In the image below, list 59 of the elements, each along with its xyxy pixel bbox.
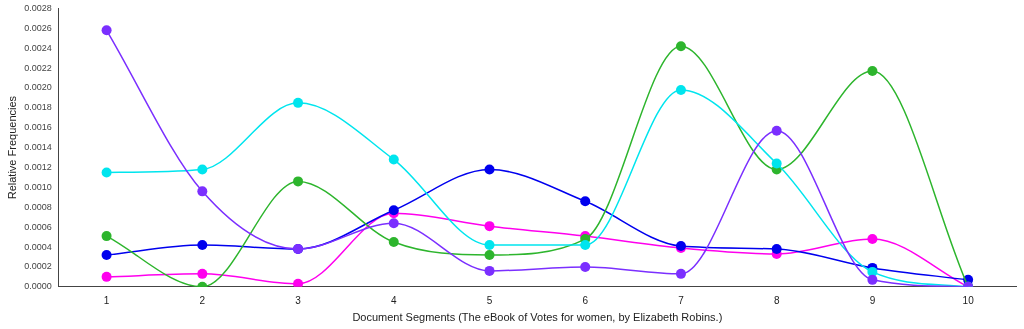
point xyxy=(675,268,686,279)
x-tick-label: 6 xyxy=(582,294,589,306)
point xyxy=(101,25,112,36)
point xyxy=(484,265,495,276)
point xyxy=(101,167,112,178)
x-tick-label: 10 xyxy=(962,294,975,306)
point xyxy=(484,240,495,251)
y-tick-label: 0.0022 xyxy=(24,62,52,73)
point xyxy=(293,176,304,187)
point xyxy=(101,271,112,282)
y-axis-title: Relative Frequencies xyxy=(5,95,18,200)
x-tick-label: 2 xyxy=(199,294,206,306)
point xyxy=(580,240,591,251)
point xyxy=(293,278,304,287)
x-tick-label: 8 xyxy=(773,294,780,306)
point xyxy=(101,249,112,260)
point xyxy=(580,196,591,207)
point xyxy=(293,97,304,108)
x-tick-label: 9 xyxy=(869,294,876,306)
point xyxy=(197,240,208,251)
point xyxy=(484,164,495,175)
x-tick-label: 7 xyxy=(678,294,685,306)
y-tick-label: 0.0016 xyxy=(24,122,52,133)
y-tick-label: 0.0014 xyxy=(24,142,52,153)
y-tick-label: 0.0004 xyxy=(24,241,52,252)
y-tick-label: 0.0000 xyxy=(24,281,52,292)
x-tick-label: 3 xyxy=(295,294,302,306)
point xyxy=(675,41,686,52)
point xyxy=(867,234,878,245)
x-tick-label: 4 xyxy=(390,294,397,306)
point xyxy=(771,125,782,136)
x-tick-label: 5 xyxy=(486,294,493,306)
y-tick-label: 0.0010 xyxy=(24,181,52,192)
point xyxy=(484,249,495,260)
point xyxy=(867,66,878,77)
y-tick-label: 0.0026 xyxy=(24,22,52,33)
y-tick-label: 0.0012 xyxy=(24,161,52,172)
point xyxy=(484,221,495,232)
point xyxy=(197,268,208,279)
y-tick-label: 0.0002 xyxy=(24,261,52,272)
point xyxy=(867,274,878,285)
x-axis-title: Document Segments (The eBook of Votes for women, by Elizabeth Robins.) xyxy=(352,311,723,324)
y-tick-label: 0.0006 xyxy=(24,221,52,232)
point xyxy=(771,244,782,255)
point xyxy=(388,218,399,229)
point xyxy=(675,84,686,95)
point xyxy=(101,231,112,242)
point xyxy=(388,154,399,165)
point xyxy=(771,158,782,169)
point xyxy=(388,237,399,248)
y-tick-label: 0.0008 xyxy=(24,201,52,212)
y-tick-label: 0.0028 xyxy=(24,2,52,13)
x-tick-label: 1 xyxy=(103,294,110,306)
y-tick-label: 0.0024 xyxy=(24,42,52,53)
point xyxy=(580,261,591,272)
y-tick-label: 0.0020 xyxy=(24,82,52,93)
point xyxy=(197,164,208,175)
y-tick-label: 0.0018 xyxy=(24,102,52,113)
point xyxy=(197,186,208,197)
